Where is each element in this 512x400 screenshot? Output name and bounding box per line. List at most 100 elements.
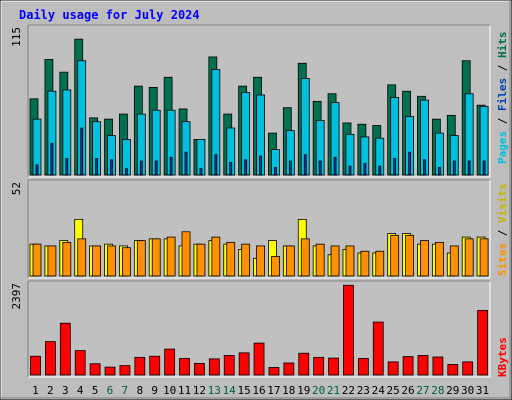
bar-sites-day-28 <box>434 241 444 277</box>
bar-sites-day-12 <box>196 243 206 277</box>
bar-sites-day-26 <box>405 234 414 277</box>
bar-pages-day-7 <box>125 168 128 176</box>
bar-pages-day-15 <box>244 159 248 176</box>
day-label: 30 <box>461 384 474 397</box>
series-pages <box>35 127 486 176</box>
bar-kbytes-day-19 <box>298 352 310 376</box>
bar-sites-day-21 <box>330 245 340 277</box>
day-label: 27 <box>416 384 429 397</box>
bar-kbytes-day-2 <box>45 341 56 376</box>
bar-sites-day-11 <box>181 231 191 277</box>
bar-pages-day-16 <box>259 155 262 176</box>
bar-kbytes-day-28 <box>432 356 444 376</box>
bar-pages-day-20 <box>318 160 322 176</box>
bar-sites-day-30 <box>464 238 474 277</box>
bar-kbytes-day-18 <box>283 362 295 376</box>
panel-top: 115 <box>10 24 491 178</box>
bar-pages-day-2 <box>50 142 54 176</box>
series-kbytes <box>30 284 489 376</box>
day-label: 7 <box>122 384 129 397</box>
bar-kbytes-day-24 <box>372 321 384 376</box>
day-label: 22 <box>342 384 355 397</box>
bar-sites-day-9 <box>151 238 161 277</box>
bar-kbytes-day-10 <box>164 348 176 376</box>
day-label: 23 <box>357 384 370 397</box>
day-label: 17 <box>267 384 280 397</box>
bar-pages-day-12 <box>199 168 203 176</box>
bar-sites-day-6 <box>107 245 116 277</box>
day-label: 24 <box>372 384 386 397</box>
bar-kbytes-day-25 <box>387 361 399 376</box>
axis-label-top: Pages / Files / Hits <box>496 32 509 165</box>
day-label: 15 <box>237 384 250 397</box>
day-label: 6 <box>107 384 114 397</box>
bar-pages-day-3 <box>65 158 69 176</box>
bar-sites-day-7 <box>122 247 131 277</box>
bar-kbytes-day-21 <box>328 357 339 376</box>
bar-kbytes-day-20 <box>313 356 325 376</box>
series-sites <box>32 231 489 277</box>
day-label: 5 <box>92 384 99 397</box>
bar-pages-day-19 <box>303 154 307 176</box>
day-label: 2 <box>47 384 54 397</box>
bar-sites-day-8 <box>136 240 146 277</box>
bar-sites-day-23 <box>360 250 370 277</box>
day-label: 13 <box>208 384 221 397</box>
bar-kbytes-day-30 <box>462 361 474 376</box>
bar-pages-day-24 <box>378 165 382 176</box>
bar-pages-day-28 <box>437 166 441 176</box>
bar-kbytes-day-9 <box>149 355 161 376</box>
bar-sites-day-24 <box>375 250 385 277</box>
chart-title: Daily usage for July 2024 <box>19 8 200 22</box>
day-label: 21 <box>327 384 340 397</box>
bar-sites-day-10 <box>166 236 176 277</box>
bar-pages-day-9 <box>154 160 158 176</box>
bar-pages-day-26 <box>408 151 411 176</box>
day-label: 20 <box>312 384 325 397</box>
bar-kbytes-day-31 <box>477 310 489 376</box>
bar-sites-day-20 <box>315 243 325 277</box>
bar-kbytes-day-29 <box>447 364 459 376</box>
bar-pages-day-22 <box>348 165 352 176</box>
day-label: 10 <box>163 384 176 397</box>
panel-bot-max-label: 2397 <box>10 283 23 310</box>
bar-kbytes-day-3 <box>59 322 71 376</box>
day-label: 28 <box>431 384 444 397</box>
bar-kbytes-day-16 <box>253 342 265 376</box>
series-files <box>32 60 489 176</box>
day-label: 25 <box>387 384 400 397</box>
bar-kbytes-day-11 <box>179 358 190 376</box>
day-label: 26 <box>401 384 414 397</box>
bar-sites-day-13 <box>211 236 221 277</box>
bar-kbytes-day-4 <box>74 350 86 376</box>
bar-pages-day-31 <box>482 160 486 176</box>
day-label: 14 <box>223 384 237 397</box>
bar-sites-day-1 <box>32 243 42 277</box>
bar-sites-day-15 <box>241 243 251 277</box>
bar-pages-day-1 <box>35 164 39 176</box>
bar-pages-day-21 <box>333 156 337 176</box>
bar-pages-day-13 <box>214 154 218 176</box>
bar-kbytes-day-17 <box>268 367 280 376</box>
bar-sites-day-19 <box>300 238 310 277</box>
day-label: 1 <box>32 384 39 397</box>
bar-sites-day-17 <box>271 256 280 277</box>
day-label: 19 <box>297 384 310 397</box>
bar-sites-day-29 <box>449 245 459 277</box>
bar-pages-day-8 <box>139 160 143 176</box>
axis-label-bot: KBytes <box>496 337 509 377</box>
bar-pages-day-10 <box>169 156 173 176</box>
bar-sites-day-16 <box>256 245 265 277</box>
bar-kbytes-day-23 <box>357 358 369 376</box>
bar-pages-day-17 <box>274 166 277 176</box>
panel-bot: 2397 <box>10 280 491 378</box>
bar-sites-day-4 <box>77 238 87 277</box>
bar-pages-day-14 <box>229 161 233 176</box>
bar-sites-day-2 <box>47 245 57 277</box>
bar-sites-day-22 <box>345 245 355 277</box>
day-label: 18 <box>282 384 295 397</box>
bar-sites-day-25 <box>390 234 400 277</box>
bar-pages-day-29 <box>452 160 456 176</box>
